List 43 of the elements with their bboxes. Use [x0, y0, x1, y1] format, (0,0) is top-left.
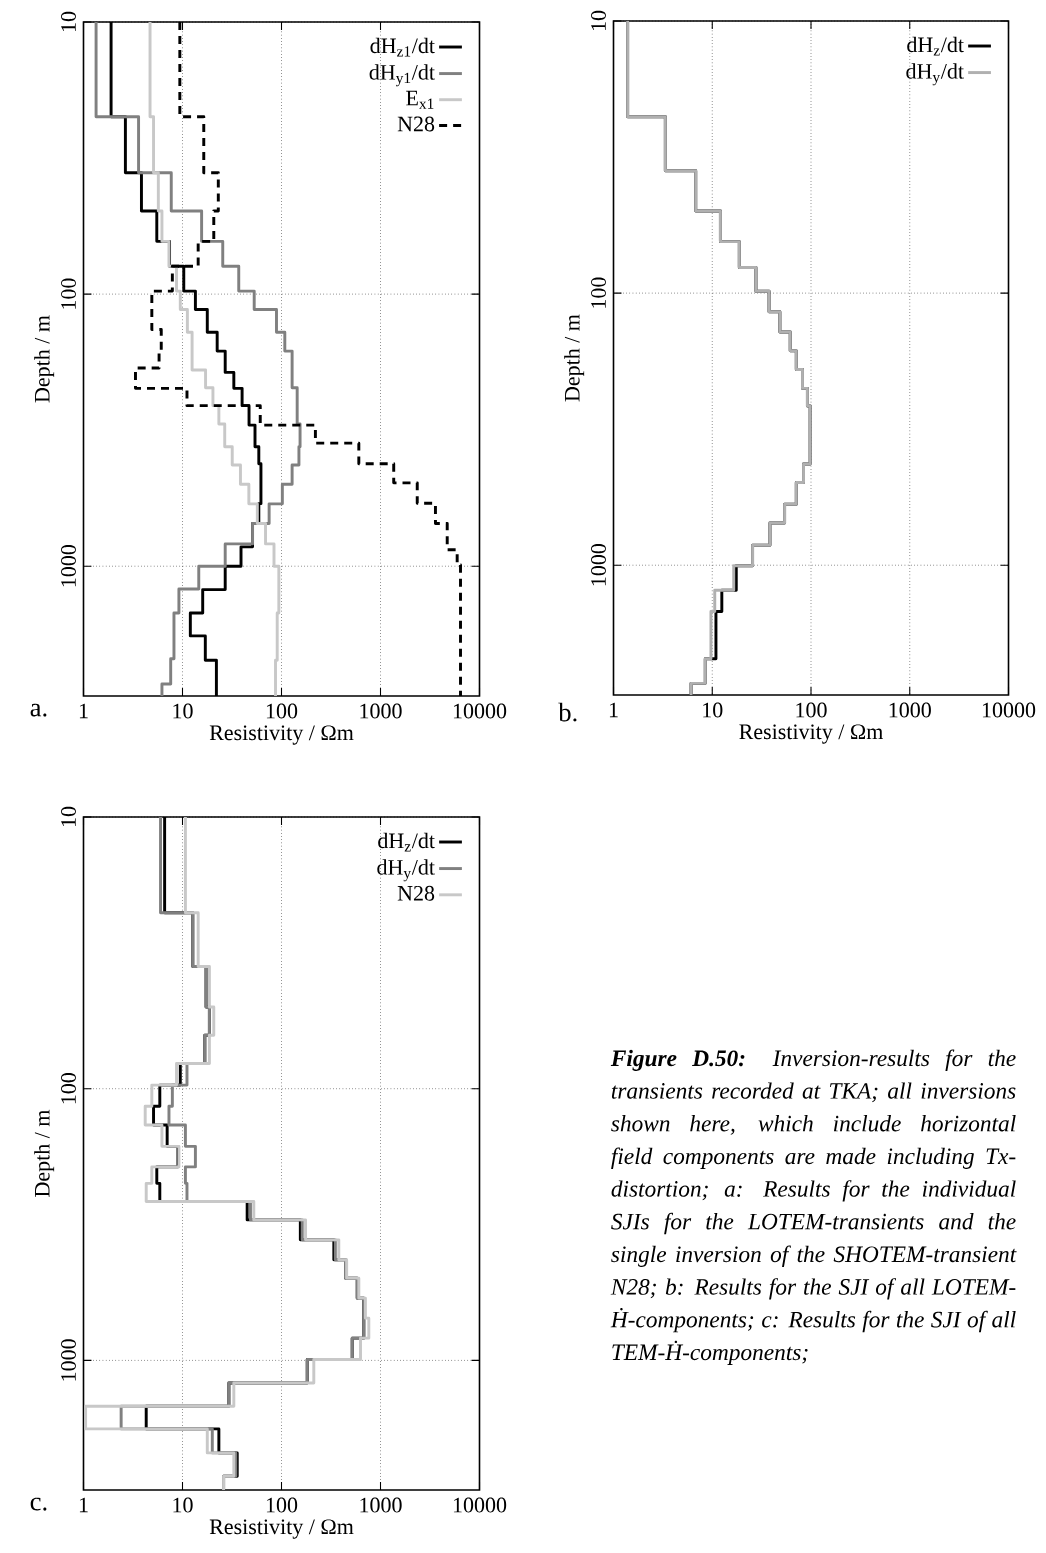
x-tick-label: 10000	[454, 1497, 507, 1513]
x-axis-title: Resistivity / Ωm	[210, 1519, 354, 1539]
x-tick-label: 10000	[983, 702, 1036, 718]
y-tick-label: 10	[61, 806, 77, 827]
y-tick-label: 1000	[61, 545, 77, 587]
legend-label: dH$_{z}$/dt	[378, 832, 436, 852]
y-tick-label: 100	[61, 278, 77, 309]
x-axis-title: Resistivity / Ωm	[739, 724, 884, 744]
legend-label: dH$_{y}$/dt	[377, 859, 436, 882]
legend-label: N28	[397, 116, 435, 132]
x-tick-label: 1000	[889, 702, 932, 718]
x-tick-label: 1000	[360, 1497, 402, 1513]
x-tick-label: 1	[610, 702, 618, 718]
x-tick-label: 1000	[360, 703, 402, 719]
y-tick-label: 10	[61, 11, 77, 32]
legend-label: N28	[397, 885, 435, 901]
x-axis-title: Resistivity / Ωm	[210, 725, 354, 745]
y-tick-label: 1000	[591, 544, 607, 586]
x-tick-label: 10000	[454, 703, 507, 719]
x-tick-label: 100	[267, 1497, 298, 1513]
y-axis-title: Depth / m	[34, 315, 55, 403]
x-tick-label: 1	[80, 703, 88, 719]
y-tick-label: 1000	[61, 1339, 77, 1381]
text: b.	[558, 702, 577, 722]
legend-label: E$_{x1}$	[406, 90, 434, 109]
x-tick-label: 10	[703, 702, 723, 718]
x-tick-label: 10	[173, 1497, 193, 1513]
x-tick-label: 100	[796, 702, 827, 718]
y-tick-label: 10	[591, 10, 607, 31]
y-axis-title: Depth / m	[34, 1109, 55, 1197]
text: c.	[30, 1497, 47, 1511]
text: a.	[30, 703, 47, 717]
y-tick-label: 100	[591, 277, 607, 308]
text: Figure D.50: Inversion-results for the transients recorded at TKA; all inversions shown here, which include horizontal field components are made including Tx-distortion; a: Results for the individual SJIs for the LOTEM-transients and the single inversion of the SHOTEM-transient N28; b: Results for the SJI of all LOTEM-Ḣ-components; c: Results for the SJI of all TEM-Ḣ-components;	[610, 1049, 1017, 1365]
x-tick-label: 10	[173, 703, 193, 719]
legend-label: dH$_{y}$/dt	[906, 63, 965, 86]
x-tick-label: 100	[267, 703, 298, 719]
x-tick-label: 1	[80, 1497, 88, 1513]
legend-label: dH$_{z1}$/dt	[370, 37, 436, 57]
y-axis-title: Depth / m	[564, 314, 585, 402]
y-tick-label: 100	[61, 1073, 77, 1104]
legend-label: dH$_{z}$/dt	[907, 36, 965, 56]
legend-label: dH$_{y1}$/dt	[369, 64, 436, 87]
